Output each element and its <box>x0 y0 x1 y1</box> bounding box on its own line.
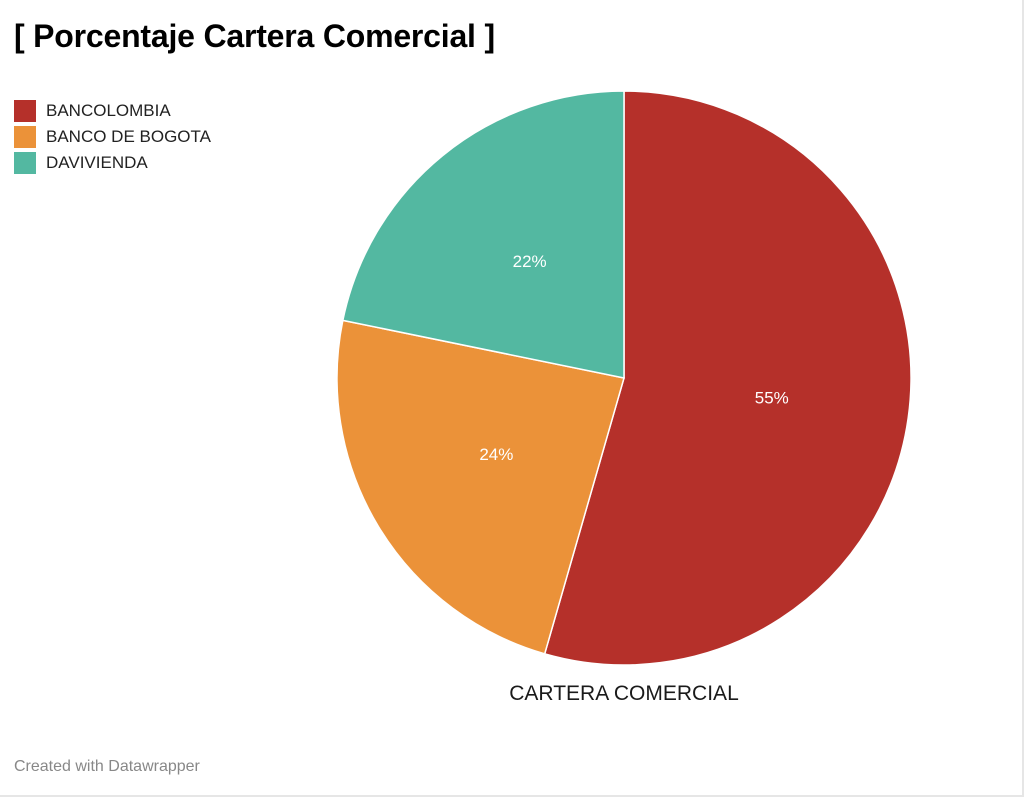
legend-label-banco-de-bogota: BANCO DE BOGOTA <box>46 127 211 146</box>
legend: BANCOLOMBIA BANCO DE BOGOTA DAVIVIENDA <box>14 98 211 176</box>
legend-swatch-banco-de-bogota <box>14 126 36 148</box>
legend-label-davivienda: DAVIVIENDA <box>46 153 148 172</box>
footer-credit: Created with Datawrapper <box>14 758 200 775</box>
pie-slice-davivienda <box>341 90 625 379</box>
legend-label-bancolombia: BANCOLOMBIA <box>46 101 171 120</box>
pie-slice-bancolombia <box>543 90 912 666</box>
slice-value-label-bancolombia: 55% <box>755 388 789 407</box>
legend-item-banco-de-bogota: BANCO DE BOGOTA <box>14 124 211 150</box>
legend-swatch-davivienda <box>14 152 36 174</box>
chart-title: [ Porcentaje Cartera Comercial ] <box>14 18 495 54</box>
slice-value-label-banco-de-bogota: 24% <box>479 445 513 464</box>
slice-value-label-davivienda: 22% <box>513 252 547 271</box>
legend-swatch-bancolombia <box>14 100 36 122</box>
legend-item-bancolombia: BANCOLOMBIA <box>14 98 211 124</box>
pie-caption: CARTERA COMERCIAL <box>509 682 739 705</box>
legend-item-davivienda: DAVIVIENDA <box>14 150 211 176</box>
pie-slice-banco-de-bogota <box>336 319 625 655</box>
